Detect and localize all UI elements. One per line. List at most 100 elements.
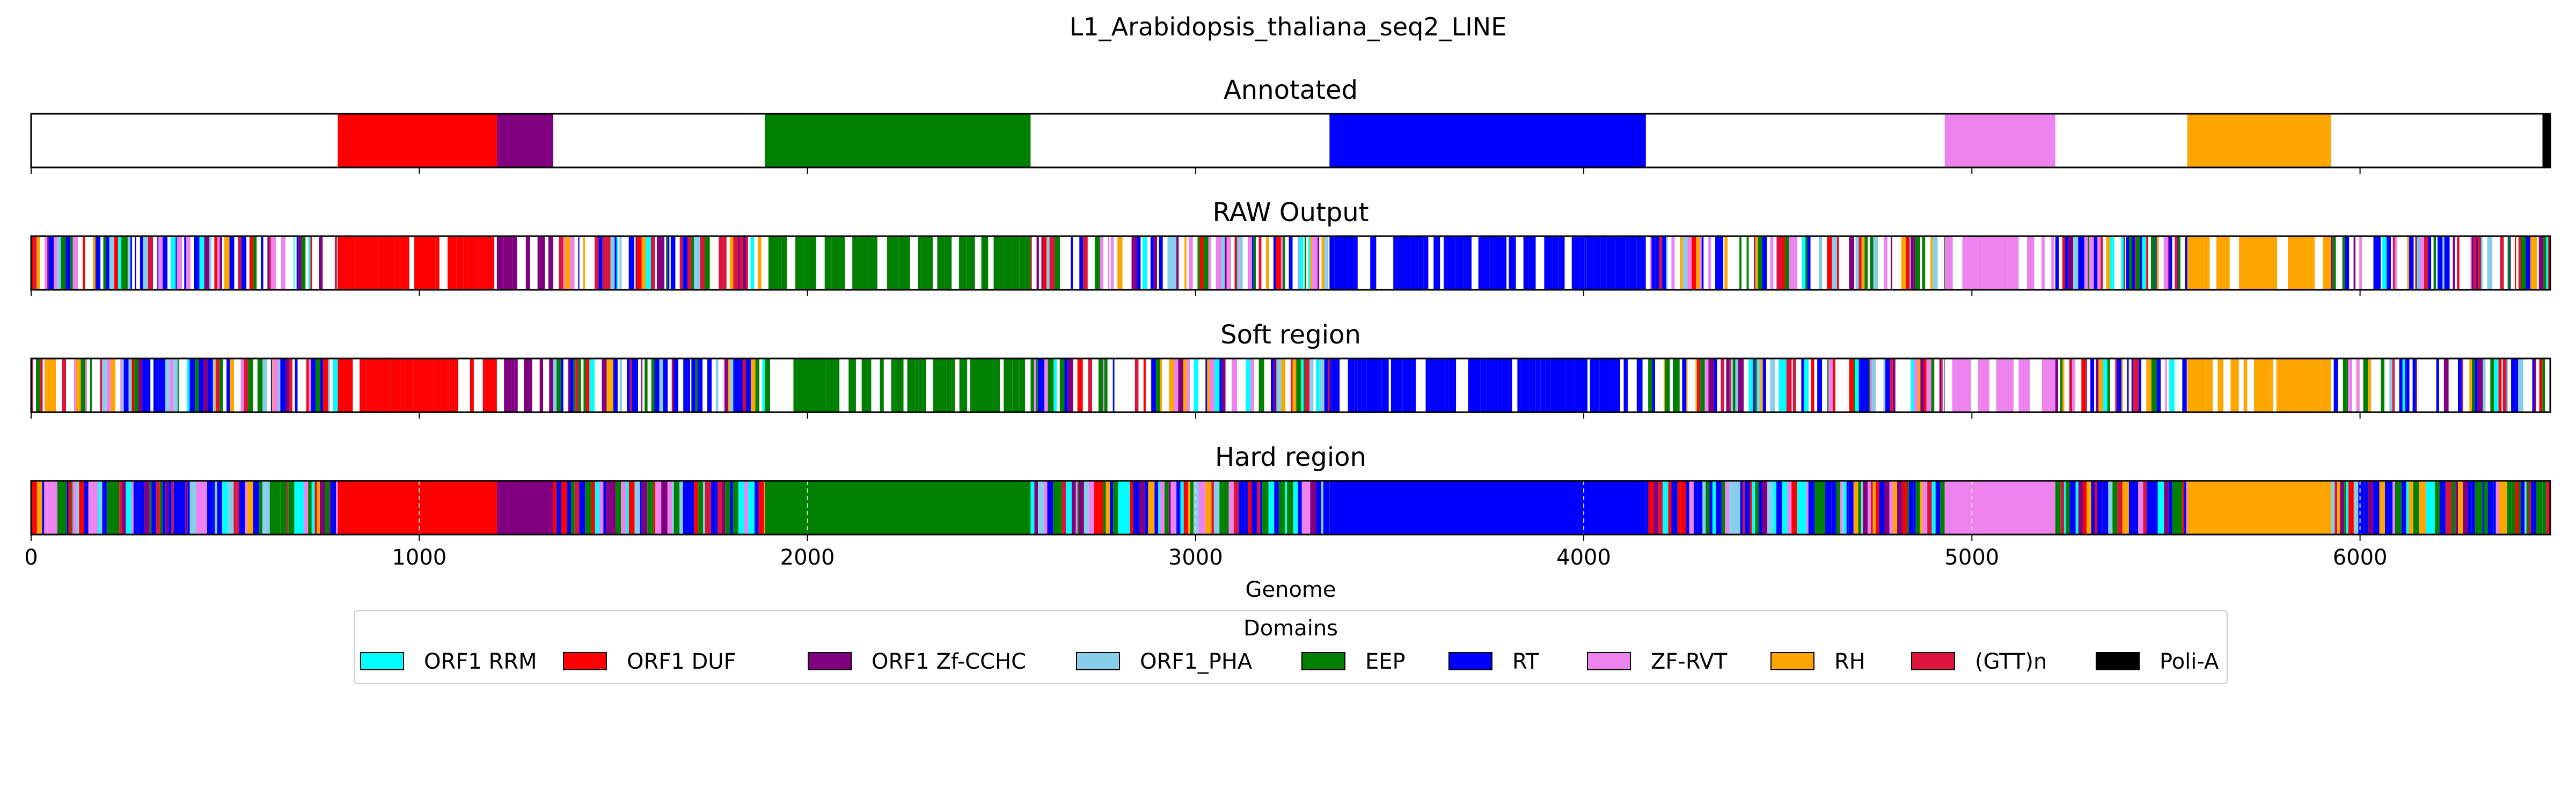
prediction-stripe	[2364, 481, 2368, 535]
prediction-stripe	[1706, 481, 1710, 535]
prediction-stripe	[1098, 358, 1103, 412]
prediction-stripe	[1655, 236, 1659, 290]
prediction-stripe	[1831, 481, 1836, 535]
prediction-stripe	[994, 358, 1000, 412]
prediction-stripe	[2436, 236, 2438, 290]
prediction-stripe	[1558, 236, 1562, 290]
prediction-stripe	[1861, 481, 1863, 535]
prediction-stripe	[557, 481, 561, 535]
prediction-stripe	[40, 236, 45, 290]
prediction-stripe	[56, 358, 58, 412]
prediction-stripe	[709, 236, 714, 290]
prediction-stripe	[35, 358, 40, 412]
track-frame	[30, 357, 2551, 413]
prediction-stripe	[1918, 358, 1921, 412]
prediction-stripe	[2133, 358, 2134, 412]
prediction-stripe	[2506, 358, 2508, 412]
prediction-stripe	[109, 481, 114, 535]
prediction-stripe	[2409, 481, 2413, 535]
prediction-stripe	[2528, 358, 2533, 412]
prediction-stripe	[1935, 481, 1941, 535]
prediction-stripe	[642, 358, 645, 412]
prediction-stripe	[2126, 236, 2129, 290]
prediction-stripe	[2387, 236, 2391, 290]
prediction-stripe	[981, 236, 989, 290]
prediction-stripe	[36, 481, 42, 535]
figure-title: L1_Arabidopsis_thaliana_seq2_LINE	[1070, 12, 1507, 41]
prediction-stripe	[328, 236, 331, 290]
prediction-stripe	[419, 236, 427, 290]
prediction-stripe	[532, 358, 540, 412]
prediction-stripe	[1575, 358, 1578, 412]
prediction-stripe	[245, 481, 247, 535]
prediction-stripe	[627, 236, 629, 290]
prediction-stripe	[1503, 358, 1510, 412]
prediction-stripe	[1094, 358, 1099, 412]
prediction-stripe	[1855, 358, 1859, 412]
prediction-stripe	[42, 358, 45, 412]
prediction-stripe	[1753, 358, 1755, 412]
prediction-stripe	[2149, 481, 2155, 535]
prediction-stripe	[792, 236, 796, 290]
prediction-stripe	[456, 236, 464, 290]
legend-swatch	[1301, 652, 1345, 670]
prediction-stripe	[2298, 236, 2308, 290]
prediction-stripe	[1012, 358, 1020, 412]
prediction-stripe	[1943, 481, 1945, 535]
prediction-stripe	[1987, 358, 1990, 412]
prediction-stripe	[2098, 358, 2103, 412]
prediction-stripe	[1964, 358, 1971, 412]
prediction-stripe	[167, 236, 171, 290]
prediction-stripe	[281, 236, 286, 290]
prediction-stripe	[1708, 358, 1710, 412]
prediction-stripe	[1179, 236, 1180, 290]
prediction-stripe	[295, 236, 297, 290]
prediction-stripe	[165, 358, 170, 412]
prediction-stripe	[1864, 358, 1869, 412]
prediction-stripe	[87, 236, 93, 290]
prediction-stripe	[634, 236, 636, 290]
prediction-stripe	[1468, 358, 1474, 412]
prediction-stripe	[2493, 481, 2496, 535]
prediction-stripe	[1729, 481, 1732, 535]
prediction-stripe	[923, 358, 926, 412]
prediction-stripe	[404, 358, 414, 412]
prediction-stripe	[2511, 358, 2515, 412]
prediction-stripe	[651, 358, 655, 412]
prediction-stripe	[2078, 236, 2080, 290]
prediction-stripe	[1030, 358, 1034, 412]
prediction-stripe	[305, 236, 309, 290]
prediction-stripe	[2507, 481, 2512, 535]
prediction-stripe	[578, 358, 581, 412]
prediction-stripe	[1940, 481, 1943, 535]
legend-items: ORF1 RRM ORF1 DUF ORF1 Zf-CCHC ORF1_PHA EEP R…	[360, 649, 2219, 674]
prediction-stripe	[126, 481, 131, 535]
prediction-stripe	[1301, 358, 1304, 412]
prediction-stripe	[311, 481, 315, 535]
prediction-stripe	[1760, 358, 1763, 412]
prediction-stripe	[2500, 236, 2504, 290]
prediction-stripe	[894, 358, 904, 412]
prediction-stripe	[1051, 358, 1054, 412]
prediction-stripe	[1280, 236, 1283, 290]
prediction-stripe	[1233, 481, 1239, 535]
prediction-stripe	[1571, 236, 1578, 290]
prediction-stripe	[409, 236, 414, 290]
prediction-stripe	[2345, 236, 2350, 290]
prediction-stripe	[102, 358, 107, 412]
prediction-stripe	[978, 358, 983, 412]
prediction-stripe	[1773, 236, 1777, 290]
prediction-stripe	[1430, 236, 1434, 290]
prediction-stripe	[764, 236, 769, 290]
prediction-stripe	[722, 481, 726, 535]
legend-label: ORF1 DUF	[627, 649, 736, 674]
prediction-stripe	[2368, 481, 2374, 535]
prediction-stripe	[2239, 236, 2247, 290]
prediction-stripe	[1924, 358, 1927, 412]
prediction-stripe	[400, 236, 409, 290]
prediction-stripe	[332, 236, 335, 290]
prediction-stripe	[2156, 236, 2159, 290]
prediction-stripe	[718, 481, 722, 535]
prediction-stripe	[1759, 481, 1762, 535]
prediction-stripe	[1313, 358, 1316, 412]
